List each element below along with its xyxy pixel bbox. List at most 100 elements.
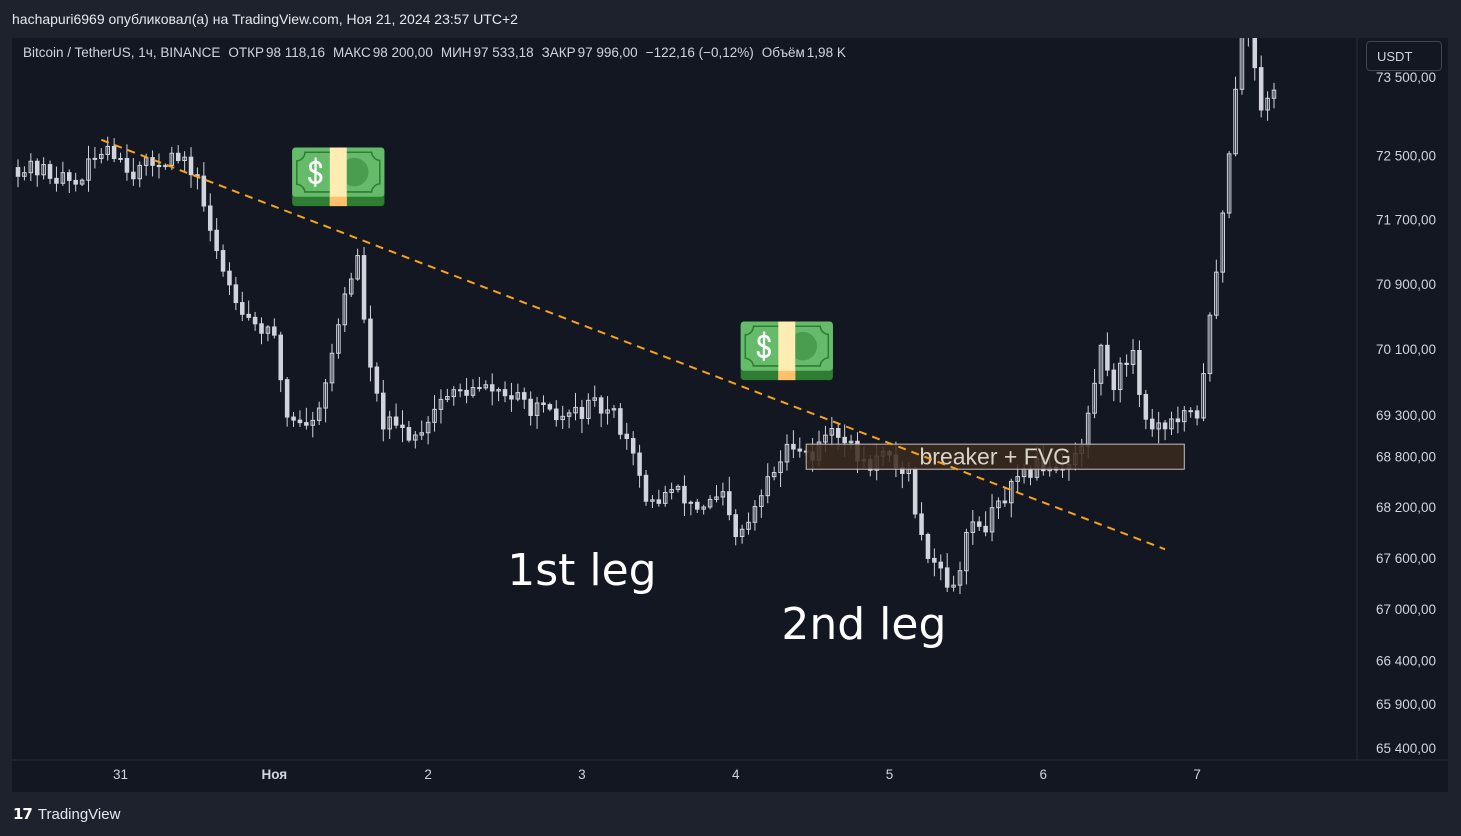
candle-body-up (445, 396, 450, 400)
candle-body-down (682, 485, 687, 504)
tradingview-logo[interactable]: 17 TradingView (13, 805, 120, 823)
legend-open: ОТКР 98 118,16 (228, 45, 325, 60)
candle-body-up (470, 387, 476, 396)
candle-body-down (1162, 422, 1168, 430)
candle-body-up (79, 179, 85, 185)
time-tick-label: 3 (578, 767, 586, 782)
candle-body-down (528, 398, 533, 416)
low-label: МИН (440, 45, 472, 60)
candle-body-up (765, 476, 771, 497)
candle-body-up (739, 528, 745, 538)
price-tick-label: 70 100,00 (1376, 342, 1436, 357)
candle-body-up (496, 389, 501, 392)
change-value: −122,16 (−0,12%) (645, 45, 754, 60)
candle-body-down (643, 474, 649, 502)
candle-body-up (28, 160, 34, 174)
candle-body-down (477, 387, 482, 390)
candle-body-down (541, 402, 546, 406)
candle-body-up (336, 324, 341, 354)
candle-body-up (451, 389, 457, 398)
candle-body-down (835, 428, 841, 438)
candle-body-up (169, 152, 175, 166)
time-tick-label: 31 (113, 767, 128, 782)
candle-body-down (233, 284, 239, 304)
candle-body-up (99, 153, 104, 159)
candle-body-down (188, 156, 194, 176)
candle-body-up (329, 352, 335, 384)
candle-body-down (618, 408, 623, 435)
price-tick-label: 72 500,00 (1376, 149, 1436, 164)
price-tick-label: 71 700,00 (1376, 212, 1436, 227)
candle-body-down (1143, 393, 1149, 420)
money-emoji-icon: 💵 (735, 304, 840, 398)
candle-body-up (182, 156, 187, 162)
candle-body-up (996, 500, 1001, 509)
candle-body-down (1149, 418, 1155, 430)
candle-body-down (240, 302, 245, 315)
candle-body-down (220, 250, 226, 272)
legend-low: МИН 97 533,18 (441, 45, 534, 60)
candle-body-down (842, 436, 847, 444)
candle-body-down (131, 171, 136, 180)
candle-body-up (1015, 476, 1020, 482)
price-tick-label: 65 400,00 (1376, 741, 1436, 756)
candle-body-down (291, 416, 296, 421)
candle-body-up (957, 570, 963, 586)
symbol-title[interactable]: Bitcoin / TetherUS, 1ч, BINANCE (23, 45, 221, 60)
candle-body-down (656, 499, 662, 504)
candle-body-up (413, 434, 418, 441)
candle-body-up (675, 485, 681, 491)
candle-body-up (425, 421, 431, 434)
candle-body-up (1092, 382, 1097, 414)
candle-body-up (342, 293, 348, 326)
candle-body-down (1175, 418, 1181, 423)
zone-label: breaker + FVG (920, 444, 1071, 470)
candle-body-down (1002, 500, 1008, 504)
first-leg-label: 1st leg (507, 545, 656, 596)
candle-body-up (534, 402, 540, 416)
candle-body-down (624, 433, 630, 440)
candle-body-down (464, 389, 469, 396)
candle-body-down (201, 175, 207, 207)
publication-bar: hachapuri6969 опубликовал(а) на TradingV… (0, 0, 1461, 38)
candle-body-down (259, 323, 264, 334)
candle-body-up (964, 531, 969, 572)
candle-body-up (323, 382, 328, 409)
close-label: ЗАКР (541, 45, 576, 60)
candle-body-up (348, 278, 354, 295)
candle-body-up (688, 501, 694, 504)
candle-body-up (1182, 410, 1187, 423)
candle-body-down (637, 452, 642, 476)
time-tick-label: 6 (1040, 767, 1048, 782)
candle-body-down (15, 167, 21, 177)
candle-body-up (1156, 422, 1161, 430)
candle-body-down (297, 419, 303, 424)
currency-button[interactable]: USDT (1366, 41, 1442, 71)
second-leg-label: 2nd leg (781, 599, 946, 650)
candle-body-up (823, 434, 828, 443)
price-tick-label: 67 000,00 (1376, 602, 1436, 617)
candle-body-down (272, 326, 277, 336)
candle-body-up (650, 499, 655, 502)
candle-body-down (381, 392, 386, 430)
candle-body-up (848, 440, 854, 444)
chart-pane[interactable]: Bitcoin / TetherUS, 1ч, BINANCE ОТКР 98 1… (12, 38, 1448, 792)
candle-body-up (438, 398, 444, 410)
price-tick-label: 69 300,00 (1376, 408, 1436, 423)
candle-body-down (983, 525, 988, 533)
candle-body-up (746, 521, 751, 530)
open-value: 98 118,16 (265, 45, 326, 60)
candle-body-up (86, 158, 91, 181)
candle-body-down (47, 164, 53, 179)
candle-body-down (67, 172, 72, 181)
price-tick-label: 68 200,00 (1376, 500, 1436, 515)
candle-body-down (912, 468, 918, 515)
candle-body-up (573, 406, 578, 414)
candle-body-down (509, 395, 514, 400)
candle-body-up (611, 408, 617, 411)
volume-label: Объём (761, 45, 805, 60)
candle-body-down (733, 514, 738, 538)
candle-body-down (214, 229, 219, 252)
legend-volume: Объём 1,98 K (762, 45, 846, 60)
